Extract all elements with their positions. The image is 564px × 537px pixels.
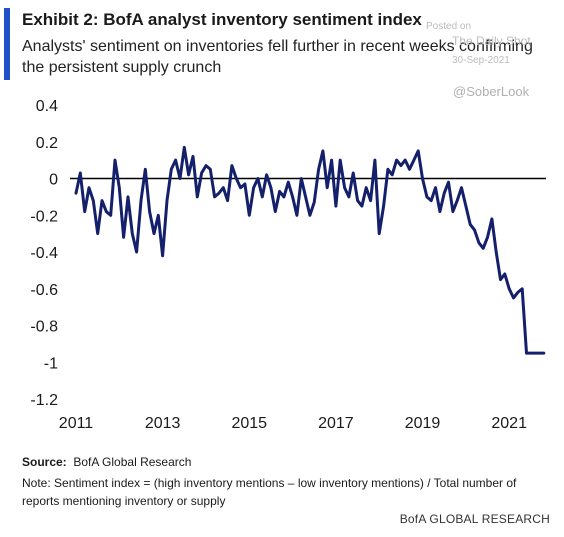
y-tick-label: -1.2 bbox=[30, 392, 58, 409]
watermark-date: 30-Sep-2021 bbox=[452, 55, 510, 66]
brand-footer: BofA GLOBAL RESEARCH bbox=[399, 512, 550, 526]
chart-title: Exhibit 2: BofA analyst inventory sentim… bbox=[22, 10, 422, 29]
source-text: BofA Global Research bbox=[73, 455, 192, 469]
y-tick-label: 0.2 bbox=[36, 135, 58, 152]
x-tick-label: 2013 bbox=[145, 415, 181, 432]
watermark-handle: @SoberLook bbox=[453, 84, 530, 99]
source-line: Source: BofA Global Research bbox=[22, 455, 191, 469]
x-axis-tick-labels: 2011 2013 2015 2017 2019 2021 bbox=[59, 415, 527, 432]
series-group bbox=[74, 145, 546, 355]
y-tick-label: -1 bbox=[44, 355, 58, 372]
accent-bar bbox=[4, 8, 10, 80]
watermark-site: The Daily Shot bbox=[452, 34, 531, 48]
y-tick-label: -0.6 bbox=[30, 282, 58, 299]
x-tick-label: 2011 bbox=[59, 415, 94, 432]
x-tick-label: 2015 bbox=[231, 415, 267, 432]
y-tick-label: -0.2 bbox=[30, 208, 58, 225]
chart-subtitle: Analysts' sentiment on inventories fell … bbox=[22, 38, 533, 76]
x-tick-label: 2017 bbox=[318, 415, 354, 432]
x-tick-label: 2021 bbox=[491, 415, 527, 432]
series-line bbox=[74, 145, 546, 355]
watermark-posted-on: Posted on bbox=[426, 21, 472, 32]
x-tick-label: 2019 bbox=[405, 415, 441, 432]
chart-note: Note: Sentiment index = (high inventory … bbox=[22, 476, 517, 508]
y-tick-label: -0.8 bbox=[30, 319, 58, 336]
y-axis-tick-labels: 0.4 0.2 0 -0.2 -0.4 -0.6 -0.8 -1 -1.2 bbox=[30, 98, 58, 409]
y-tick-label: -0.4 bbox=[30, 245, 58, 262]
y-tick-label: 0.4 bbox=[36, 98, 58, 115]
source-label: Source: bbox=[22, 455, 67, 469]
y-tick-label: 0 bbox=[49, 172, 58, 189]
